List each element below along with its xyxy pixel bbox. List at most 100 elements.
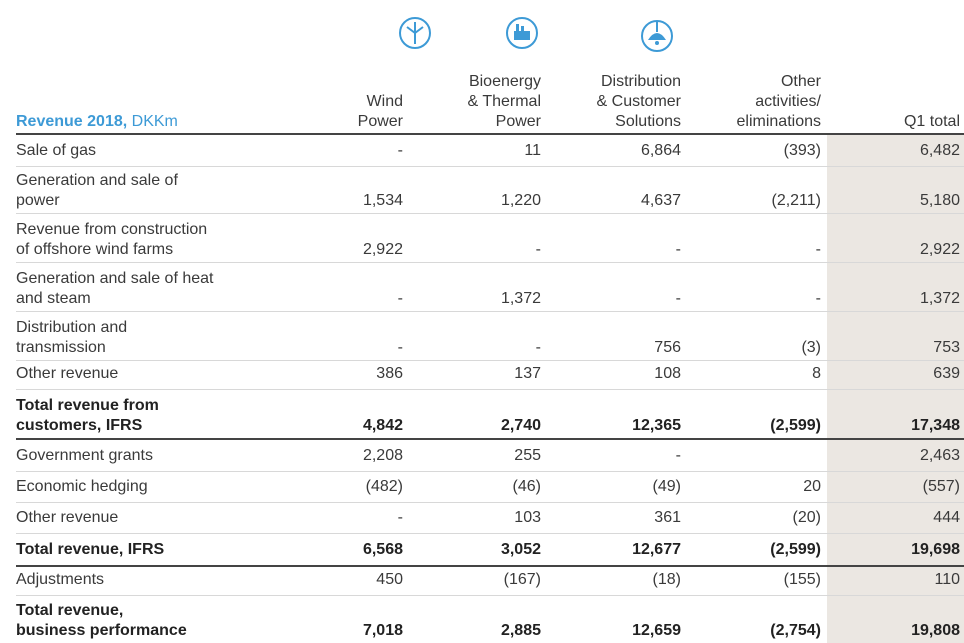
column-header: Other [780,73,821,90]
distribution-icon [641,20,673,52]
cell: 450 [376,571,403,588]
row-rule [16,311,964,312]
cell: - [815,241,821,258]
cell: 11 [524,142,541,159]
cell: - [535,241,541,258]
cell: 2,740 [500,417,541,434]
row-label: Other revenue [16,509,119,526]
row-label: power [16,192,60,209]
cell: (482) [365,478,403,495]
column-header: eliminations [736,113,821,130]
row-label: Generation and sale of [16,172,178,189]
cell: 6,568 [362,541,403,558]
row-label: Total revenue, IFRS [16,541,165,558]
bioenergy-icon [506,17,538,49]
cell: - [675,290,681,307]
row-rule [16,533,964,534]
cell: - [675,241,681,258]
cell: 12,365 [632,417,681,434]
column-header: & Customer [596,93,681,110]
row-label: of offshore wind farms [16,241,174,258]
cell: 1,372 [919,290,960,307]
row-rule [16,595,964,596]
cell: 137 [514,365,541,382]
cell: 1,372 [500,290,541,307]
cell: (2,599) [770,417,821,434]
row-rule [16,389,964,390]
row-label: transmission [16,339,106,356]
cell: (557) [922,478,960,495]
cell: 20 [803,478,821,495]
cell: 361 [654,509,681,526]
cell: 12,659 [632,622,681,639]
row-label: Total revenue from [16,397,159,414]
column-header: Distribution [600,73,681,90]
cell: 110 [934,571,960,588]
column-header: Power [495,113,541,130]
cell: 6,482 [919,142,960,159]
row-rule [16,213,964,214]
row-rule [16,262,964,263]
row-label: Adjustments [16,571,105,588]
table-title: Revenue 2018, DKKm [16,113,178,130]
cell: 3,052 [500,541,541,558]
cell: 255 [514,447,541,464]
column-header: & Thermal [467,93,541,110]
cell: 639 [933,365,960,382]
cell: 1,220 [500,192,541,209]
column-header: Q1 total [903,113,960,130]
cell: 2,885 [500,622,541,639]
cell: - [397,509,403,526]
cell: (20) [792,509,821,526]
cell: 12,677 [632,541,681,558]
cell: - [535,339,541,356]
row-label: Distribution and [16,319,128,336]
cell: 2,463 [919,447,960,464]
row-label: Generation and sale of heat [16,270,214,287]
cell: 19,698 [911,541,960,558]
cell: 2,922 [919,241,960,258]
row-rule [16,471,964,472]
cell: - [397,290,403,307]
cell: 6,864 [640,142,681,159]
icons [399,17,673,52]
cell: (155) [783,571,821,588]
row-label: Sale of gas [16,142,97,159]
cell: 2,208 [362,447,403,464]
column-header: Power [357,113,403,130]
cell: 444 [933,509,960,526]
cell: 103 [514,509,541,526]
column-header: activities/ [755,93,821,110]
cell: (2,599) [770,541,821,558]
row-label: customers, IFRS [16,417,143,434]
cell: (393) [783,142,821,159]
cell: - [815,290,821,307]
row-label: Revenue from construction [16,221,208,238]
column-header: Bioenergy [468,73,541,90]
row-label: and steam [16,290,91,307]
cell: 386 [376,365,403,382]
column-header: Solutions [615,113,681,130]
cell: (2,211) [771,192,821,209]
cell: 17,348 [911,417,960,434]
cell: - [397,142,403,159]
cell: 19,808 [911,622,960,639]
total-rule [16,438,964,440]
cell: 8 [812,365,821,382]
cell: (3) [801,339,821,356]
cell: - [397,339,403,356]
cell: 4,842 [362,417,403,434]
cell: 5,180 [919,192,960,209]
row-label: Other revenue [16,365,119,382]
row-rule [16,360,964,361]
cell: 753 [933,339,960,356]
cell: 108 [654,365,681,382]
column-header: Wind [366,93,403,110]
wind-icon [399,17,431,49]
row-label: Total revenue, [16,602,124,619]
cell: (46) [512,478,541,495]
cell: - [675,447,681,464]
cell: 4,637 [640,192,681,209]
cell: 7,018 [362,622,403,639]
